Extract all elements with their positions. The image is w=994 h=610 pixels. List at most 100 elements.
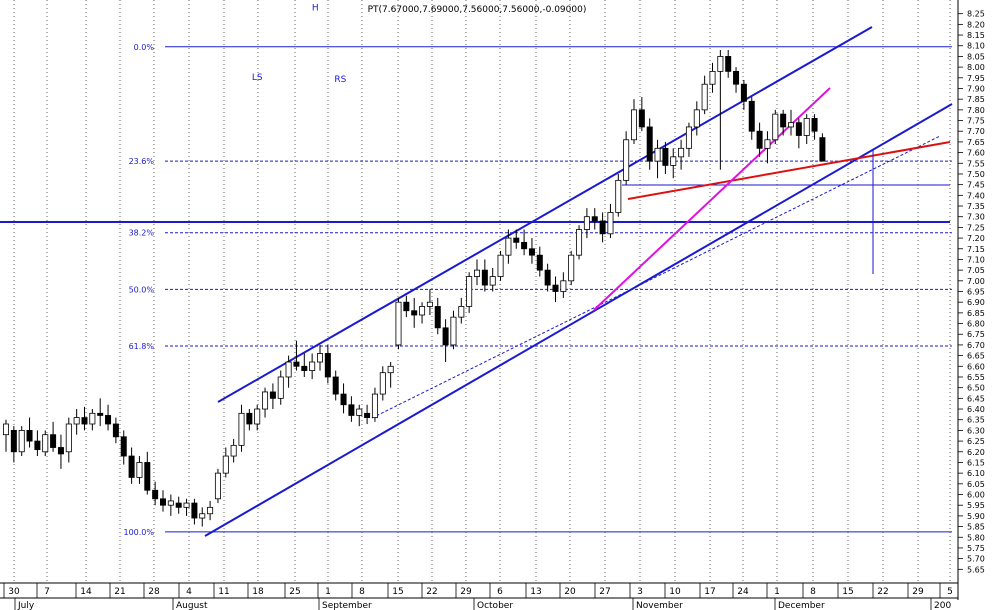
candle-body [81, 417, 88, 425]
y-tick-label: 7.55 [967, 159, 985, 168]
x-tick-label: 25 [289, 587, 300, 597]
fib-level-label: 61.8% [129, 342, 155, 351]
candle-body [772, 113, 779, 141]
candle-body [740, 83, 747, 102]
x-tick-label: 13 [530, 587, 541, 597]
y-tick-label: 6.30 [967, 426, 985, 435]
candle-body [128, 455, 135, 478]
y-tick-label: 7.60 [967, 149, 985, 158]
y-tick-label: 5.65 [967, 565, 985, 574]
candle-body [505, 237, 512, 256]
candle-body [144, 462, 151, 491]
candle-body [678, 147, 685, 158]
y-tick-label: 6.45 [967, 394, 985, 403]
y-tick-label: 8.15 [967, 31, 985, 40]
y-tick-label: 6.55 [967, 373, 985, 382]
candle-body [450, 316, 457, 346]
y-tick-label: 7.30 [967, 213, 985, 222]
x-tick-label: 28 [148, 587, 160, 597]
y-tick-label: 6.80 [967, 320, 985, 329]
x-axis: 30 7 14 21 28 4 11 18 25 1 8 15 22 29 6 13 20 27 3 10 17 24 1 8… [0, 582, 958, 610]
x-tick-label: 17 [704, 587, 715, 597]
neckline [627, 141, 951, 200]
month-label: November [636, 601, 683, 610]
candle-body [654, 147, 661, 162]
candle-body [183, 502, 190, 508]
candle-body [277, 376, 284, 399]
x-tick-label: 8 [810, 587, 816, 597]
candle-body [560, 280, 567, 292]
candle-body [521, 241, 528, 250]
y-tick-label: 7.95 [967, 74, 985, 83]
candle-body [607, 212, 614, 235]
candle-body [285, 361, 292, 378]
candle-body [316, 353, 323, 363]
candle-body [395, 301, 402, 346]
candle-body [426, 301, 433, 307]
candle-body [159, 498, 166, 506]
candle-body [473, 269, 480, 277]
x-tick-label: 29 [460, 587, 472, 597]
candle-body [599, 220, 606, 235]
candle-body [230, 444, 237, 457]
candle-body [356, 408, 363, 416]
y-tick-label: 5.95 [967, 501, 985, 510]
y-tick-label: 8.05 [967, 52, 985, 61]
candle-body [434, 306, 441, 329]
candle-body [403, 301, 410, 312]
y-tick-label: 7.40 [967, 191, 985, 200]
candle-body [214, 472, 221, 500]
y-tick-label: 7.70 [967, 127, 985, 136]
x-tick-label: 6 [497, 587, 503, 597]
candle-body [387, 365, 394, 374]
candle-body [379, 372, 386, 395]
x-tick-label: 22 [426, 587, 437, 597]
candle-body [583, 216, 590, 230]
lower-dashed-line [371, 135, 941, 419]
candle-body [748, 100, 755, 132]
x-tick-label: 20 [564, 587, 576, 597]
candle-body [371, 393, 378, 418]
pattern-labels: LS H RS [252, 3, 347, 85]
candle-body [466, 276, 473, 307]
y-tick-label: 7.00 [967, 277, 985, 286]
x-tick-label: 27 [599, 587, 610, 597]
y-tick-label: 7.15 [967, 245, 985, 254]
y-tick-label: 5.80 [967, 533, 985, 542]
candle-body [238, 412, 245, 446]
fib-level-label: 50.0% [129, 285, 155, 294]
candle-body [419, 306, 426, 316]
candle-body [411, 310, 418, 316]
fib-level-label: 0.0% [134, 43, 155, 52]
candle-body [348, 404, 355, 416]
fib-level-label: 100.0% [123, 528, 154, 537]
candle-body [646, 126, 653, 162]
candle-body [136, 462, 143, 478]
y-tick-label: 7.75 [967, 117, 985, 126]
candle-body [112, 423, 119, 438]
fib-level-label: 38.2% [129, 229, 155, 238]
month-label: July [17, 601, 35, 610]
y-tick-label: 6.90 [967, 298, 985, 307]
y-tick-label: 7.45 [967, 181, 985, 190]
x-tick-label: 14 [80, 587, 92, 597]
candle-body [733, 70, 740, 85]
y-tick-label: 6.85 [967, 309, 985, 318]
y-tick-label: 7.80 [967, 106, 985, 115]
candle-body [120, 436, 127, 457]
fib-level-label: 23.6% [129, 157, 155, 166]
candle-body [222, 455, 229, 474]
candle-body [309, 361, 316, 371]
candle-body [34, 440, 41, 451]
candle-body [364, 412, 371, 418]
candle-body [481, 269, 488, 286]
candle-body [332, 376, 339, 395]
candle-body [780, 113, 787, 128]
candle-body [50, 434, 57, 448]
y-tick-label: 8.10 [967, 42, 985, 51]
pattern-label: LS [252, 73, 263, 83]
candle-body [528, 248, 535, 256]
candlesticks [3, 50, 826, 527]
pattern-label: RS [334, 75, 346, 85]
x-tick-label: 30 [8, 587, 20, 597]
